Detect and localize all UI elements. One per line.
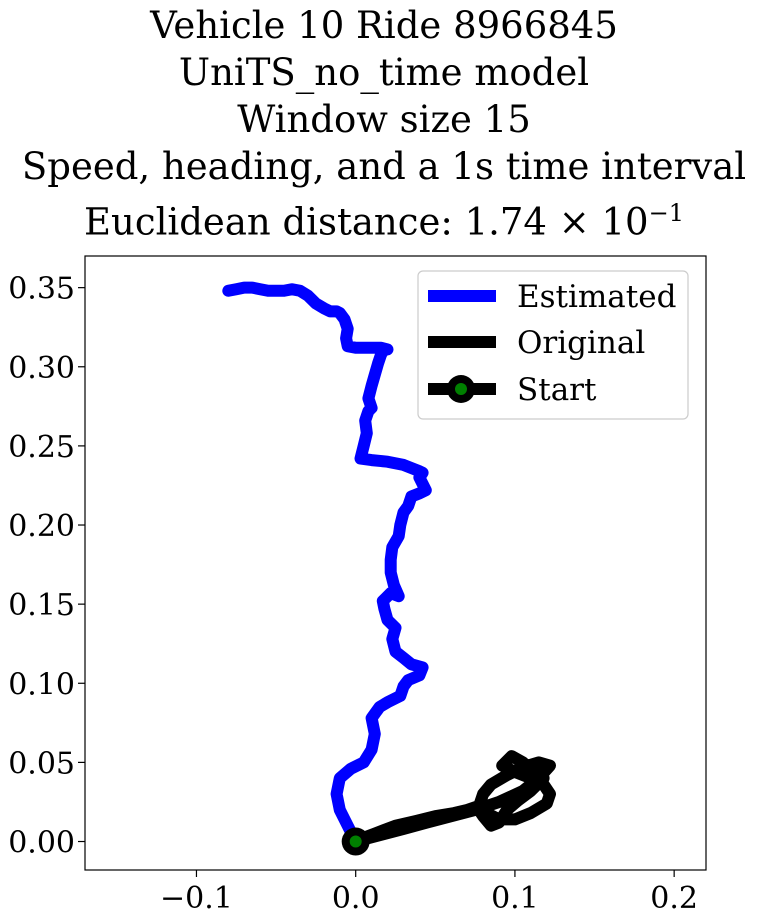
title-line-3: Window size 15 [237,98,531,141]
estimated-series-line [222,281,432,848]
y-tick-label: 0.10 [8,667,75,702]
title-line-5: Euclidean distance: 1.74 × 10−1 [0,190,768,245]
y-tick-label: 0.35 [8,272,75,307]
x-tick-label: 0.0 [332,881,380,916]
distance-mantissa: 1.74 [464,200,547,244]
title-line-4: Speed, heading, and a 1s time interval [21,145,747,188]
series-layer [222,281,556,856]
plot-frame [84,255,707,871]
y-tick-label: 0.00 [8,826,75,861]
ticks-layer: −0.1 0.0 0.1 0.2 0.00 0.05 0.10 0.15 0.20 0.25 0.3… [8,272,698,916]
legend-label-original: Original [517,325,645,361]
legend-label-estimated: Estimated [517,279,676,315]
chart-title-block: Vehicle 10 Ride 8966845 UniTS_no_time mo… [0,2,768,245]
y-tick-label: 0.25 [8,430,75,465]
distance-exponent: −1 [648,199,684,227]
distance-times: × 10 [546,200,649,244]
legend-label-start: Start [517,372,597,408]
y-tick-label: 0.15 [8,588,75,623]
x-tick-label: 0.1 [491,881,539,916]
start-marker-inner [349,835,362,848]
x-tick-label: 0.2 [650,881,698,916]
y-tick-label: 0.05 [8,746,75,781]
legend: Estimated Original Start [417,270,689,420]
distance-label: Euclidean distance: [84,200,465,244]
y-tick-label: 0.30 [8,351,75,386]
legend-box [417,270,689,420]
title-line-2: UniTS_no_time model [178,51,590,94]
title-line-1: Vehicle 10 Ride 8966845 [150,4,618,47]
y-tick-label: 0.20 [8,509,75,544]
original-series-line [349,750,556,848]
x-tick-label: −0.1 [160,881,233,916]
legend-start-marker-inner [455,383,467,395]
